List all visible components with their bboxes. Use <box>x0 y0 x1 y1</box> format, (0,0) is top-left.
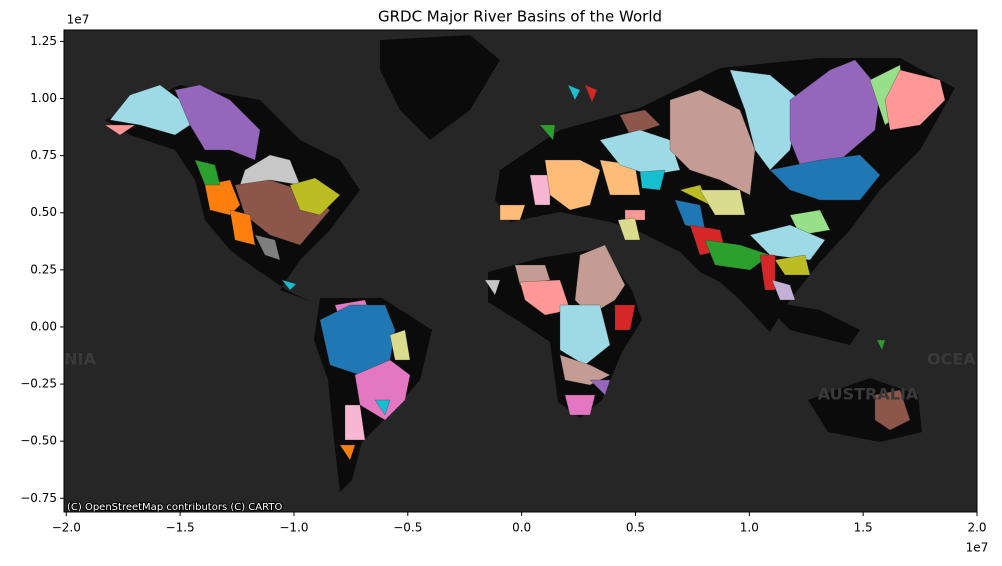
x-tick-label: 1.5 <box>854 521 873 535</box>
x-tick-label: 0.0 <box>512 521 531 535</box>
x-tick-label: 2.0 <box>967 521 986 535</box>
y-tick-label: 0.00 <box>30 319 57 333</box>
x-tick-label: −0.5 <box>393 521 422 535</box>
y-tick-label: −0.25 <box>20 377 57 391</box>
place-label: NIA <box>64 350 96 369</box>
place-label: OCEAN <box>927 350 989 369</box>
attribution: (C) OpenStreetMap contributors (C) CARTO <box>67 502 282 513</box>
map-area: AUSTRALIA OCEAN NIA (C) OpenStreetMap co… <box>64 30 989 513</box>
y-tick-label: 0.50 <box>30 205 57 219</box>
x-offset-label: 1e7 <box>966 541 989 555</box>
y-tick-label: 1.00 <box>30 91 57 105</box>
x-tick-label: 1.0 <box>740 521 759 535</box>
y-tick-label: 0.25 <box>30 262 57 276</box>
y-tick-label: 1.25 <box>30 34 57 48</box>
river-basins <box>104 59 946 461</box>
y-tick-label: −0.50 <box>20 434 57 448</box>
y-offset-label: 1e7 <box>67 13 90 27</box>
place-label: AUSTRALIA <box>818 385 919 404</box>
axes-frame <box>63 29 978 513</box>
map-title: GRDC Major River Basins of the World <box>378 8 662 26</box>
y-tick-label: 0.75 <box>30 148 57 162</box>
x-tick-label: −1.5 <box>166 521 195 535</box>
x-tick-label: −1.0 <box>279 521 308 535</box>
x-tick-label: 0.5 <box>626 521 645 535</box>
x-tick-label: −2.0 <box>52 521 81 535</box>
y-tick-label: −0.75 <box>20 491 57 505</box>
